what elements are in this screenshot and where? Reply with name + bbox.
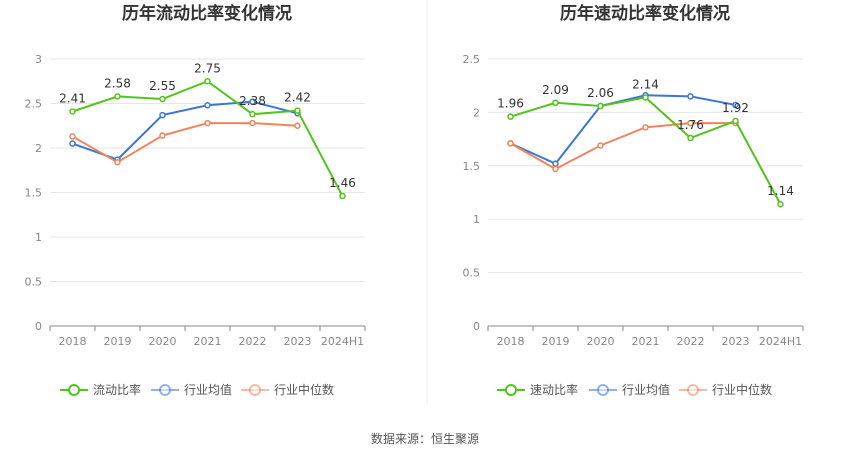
legend-marker — [159, 384, 171, 396]
data-point — [642, 94, 649, 101]
chart-title: 历年流动比率变化情况 — [122, 3, 292, 24]
data-label: 2.58 — [104, 76, 131, 90]
y-tick-label: 2.5 — [463, 53, 481, 66]
data-point — [687, 134, 694, 142]
data-point — [159, 111, 166, 119]
data-point — [552, 160, 559, 167]
data-label: 1.96 — [497, 97, 524, 111]
y-tick-label: 2 — [35, 142, 42, 155]
data-point — [597, 142, 604, 149]
series-line — [510, 122, 736, 171]
x-tick-label: 2021 — [194, 335, 222, 348]
series-line — [72, 100, 298, 161]
legend-label: 行业均值 — [622, 382, 670, 397]
data-point — [777, 200, 784, 208]
data-point — [687, 119, 694, 127]
quick-ratio-chart: 历年速动比率变化情况 0 0.5 1 1.5 2 2.5 2018 2019 2020 2021 20… — [463, 3, 804, 397]
y-tick-label: 1 — [473, 213, 480, 226]
legend-marker — [597, 384, 609, 396]
data-point — [159, 95, 166, 103]
data-point — [642, 124, 649, 131]
x-tick-label: 2023 — [722, 335, 750, 348]
data-point — [69, 108, 76, 115]
data-point — [294, 122, 301, 129]
legend-marker — [249, 384, 261, 396]
data-point — [552, 165, 559, 173]
source-note: 数据来源：恒生聚源 — [371, 431, 479, 446]
data-label: 2.42 — [284, 91, 311, 105]
current-ratio-chart: 历年流动比率变化情况 0 0.5 1 1.5 2 2.5 3 2018 2019 2020 2021 2… — [25, 3, 366, 397]
data-point — [249, 119, 256, 127]
data-label: 1.76 — [677, 118, 704, 132]
legend-marker — [68, 384, 80, 396]
series-line — [510, 94, 736, 165]
data-point — [69, 140, 76, 147]
x-tick-label: 2024H1 — [759, 335, 802, 348]
data-point — [732, 101, 739, 109]
data-label: 2.09 — [542, 83, 569, 97]
y-tick-label: 1 — [35, 231, 42, 244]
data-label: 1.14 — [767, 184, 794, 198]
chart-title: 历年速动比率变化情况 — [560, 3, 730, 24]
x-tick-label: 2020 — [587, 335, 615, 348]
data-point — [204, 119, 211, 127]
legend-label: 行业中位数 — [274, 382, 334, 397]
legend-label: 速动比率 — [530, 382, 578, 397]
data-label: 2.38 — [239, 94, 266, 108]
legend-label: 行业中位数 — [712, 382, 772, 397]
y-tick-label: 0.5 — [463, 267, 481, 280]
data-point — [249, 110, 256, 118]
y-tick-label: 0 — [35, 320, 42, 333]
x-tick-label: 2021 — [632, 335, 660, 348]
data-label: 2.55 — [149, 79, 176, 93]
legend-marker — [687, 384, 699, 396]
y-tick-label: 0 — [473, 320, 480, 333]
data-label: 1.46 — [329, 176, 356, 190]
y-tick-label: 2 — [473, 106, 480, 119]
data-point — [114, 93, 121, 100]
legend-label: 行业均值 — [184, 382, 232, 397]
x-tick-label: 2022 — [239, 335, 267, 348]
data-point — [249, 98, 256, 105]
y-tick-label: 2.5 — [25, 98, 43, 111]
legend-marker — [505, 384, 517, 396]
y-tick-label: 3 — [35, 53, 42, 66]
y-tick-label: 0.5 — [25, 276, 43, 289]
data-point — [69, 133, 76, 140]
x-tick-label: 2022 — [677, 335, 705, 348]
y-tick-label: 1.5 — [463, 160, 481, 173]
data-point — [204, 78, 211, 85]
data-label: 2.41 — [59, 92, 86, 106]
data-label: 2.06 — [587, 86, 614, 100]
legend-label: 流动比率 — [93, 382, 141, 397]
x-tick-label: 2020 — [149, 335, 177, 348]
data-point — [687, 93, 694, 100]
series-line — [72, 122, 298, 164]
data-label: 1.92 — [722, 101, 749, 115]
y-tick-label: 1.5 — [25, 187, 43, 200]
data-point — [507, 140, 514, 147]
data-point — [597, 102, 604, 110]
data-point — [732, 117, 739, 125]
data-point — [507, 113, 514, 120]
x-tick-label: 2019 — [104, 335, 132, 348]
x-tick-label: 2023 — [284, 335, 312, 348]
data-point — [159, 132, 166, 139]
data-point — [294, 107, 301, 114]
x-tick-label: 2019 — [542, 335, 570, 348]
data-label: 2.75 — [194, 61, 221, 75]
data-point — [114, 158, 121, 166]
data-label: 2.14 — [632, 77, 659, 91]
x-tick-label: 2024H1 — [321, 335, 364, 348]
data-point — [339, 192, 346, 200]
x-tick-label: 2018 — [497, 335, 525, 348]
x-tick-label: 2018 — [59, 335, 87, 348]
data-point — [204, 102, 211, 109]
data-point — [552, 99, 559, 107]
